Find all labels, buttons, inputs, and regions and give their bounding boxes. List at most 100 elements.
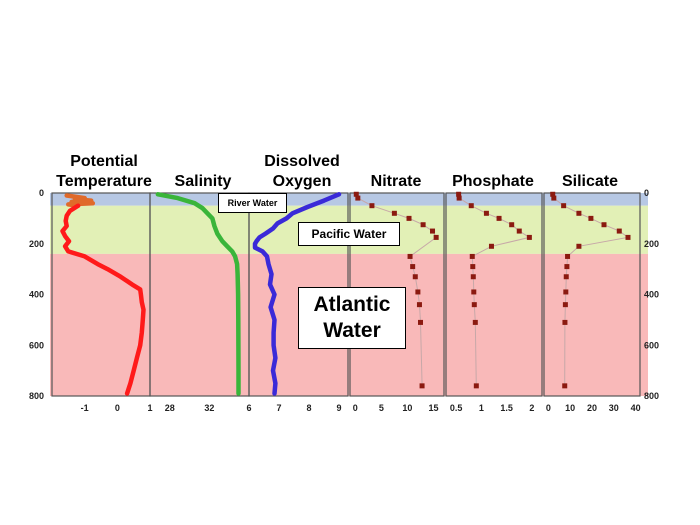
data-point-phosphate-8 (488, 243, 494, 249)
series-line-potential-temperature-1 (60, 203, 146, 396)
panel-title-salinity-line1: Salinity (175, 173, 232, 190)
xtick-nitrate-1: 5 (379, 403, 384, 413)
data-point-nitrate-11 (415, 289, 421, 295)
data-point-silicate-8 (576, 243, 582, 249)
data-point-phosphate-12 (471, 289, 477, 295)
data-point-nitrate-2 (369, 203, 375, 209)
panel-title-potential-temperature-line2: Temperature (56, 173, 152, 190)
xtick-phosphate-3: 2 (529, 403, 534, 413)
data-point-nitrate-14 (419, 383, 425, 389)
panel-title-silicate-line1: Silicate (562, 173, 618, 190)
data-point-silicate-12 (563, 289, 569, 295)
data-point-phosphate-13 (471, 302, 477, 308)
data-point-phosphate-0 (456, 191, 462, 197)
xtick-nitrate-0: 0 (353, 403, 358, 413)
data-point-silicate-15 (562, 383, 568, 389)
xtick-potential-temperature-0: -1 (81, 403, 89, 413)
panel-title-dissolved-oxygen-line1: Dissolved (264, 153, 340, 170)
data-point-nitrate-3 (391, 210, 397, 216)
panel-frame-silicate (543, 192, 641, 397)
panel-title-phosphate-line1: Phosphate (452, 173, 534, 190)
xtick-dissolved-oxygen-2: 8 (306, 403, 311, 413)
data-point-nitrate-0 (353, 191, 359, 197)
data-point-silicate-14 (562, 319, 568, 325)
panel-frame-phosphate (445, 192, 543, 397)
panel-titles: Potential Temperature Salinity Dissolved Oxy… (56, 153, 618, 190)
panel-frames (51, 192, 641, 397)
atlantic-water-label: Atlantic Water (298, 287, 406, 349)
xtick-potential-temperature-1: 0 (115, 403, 120, 413)
data-point-nitrate-7 (433, 234, 439, 240)
xtick-silicate-2: 20 (587, 403, 597, 413)
data-point-silicate-11 (563, 274, 569, 280)
x-tick-labels: -1 0 1 28 32 6 7 8 9 0 5 10 15 0.5 1 1.5 2 0 10 20 30 40 (81, 403, 641, 413)
data-point-silicate-5 (601, 222, 607, 228)
depth-tick-left-800: 800 (29, 391, 44, 401)
depth-tick-left-200: 200 (29, 239, 44, 249)
data-point-silicate-3 (576, 210, 582, 216)
data-point-phosphate-7 (526, 234, 532, 240)
xtick-silicate-4: 40 (631, 403, 641, 413)
depth-tick-right-400: 400 (644, 290, 659, 300)
depth-tick-right-0: 0 (644, 188, 649, 198)
depth-tick-left-0: 0 (39, 188, 44, 198)
panel-title-dissolved-oxygen-line2: Oxygen (273, 173, 332, 190)
xtick-salinity-0: 28 (165, 403, 175, 413)
data-point-silicate-4 (588, 215, 594, 221)
xtick-silicate-0: 0 (546, 403, 551, 413)
panel-title-potential-temperature-line1: Potential (70, 153, 138, 170)
data-point-nitrate-10 (412, 274, 418, 280)
data-point-nitrate-5 (420, 222, 426, 228)
data-point-phosphate-2 (468, 203, 474, 209)
data-point-silicate-2 (561, 203, 567, 209)
depth-tick-right-200: 200 (644, 239, 659, 249)
series-line-phosphate (458, 194, 531, 386)
xtick-phosphate-2: 1.5 (500, 403, 513, 413)
data-point-nitrate-13 (418, 319, 423, 325)
series-line-dissolved-oxygen-0 (252, 192, 342, 396)
data-point-nitrate-9 (410, 264, 416, 270)
xtick-nitrate-2: 10 (402, 403, 412, 413)
depth-tick-right-600: 600 (644, 340, 659, 350)
xtick-silicate-1: 10 (565, 403, 575, 413)
xtick-phosphate-0: 0.5 (450, 403, 463, 413)
data-point-phosphate-10 (470, 264, 476, 270)
data-point-phosphate-15 (473, 383, 479, 389)
data-point-nitrate-6 (430, 228, 436, 234)
data-point-nitrate-4 (406, 215, 412, 221)
panel-title-nitrate-line1: Nitrate (371, 173, 422, 190)
xtick-potential-temperature-2: 1 (147, 403, 152, 413)
xtick-silicate-3: 30 (609, 403, 619, 413)
data-point-silicate-6 (616, 228, 622, 234)
river-water-label: River Water (218, 193, 287, 213)
profile-series (60, 191, 631, 396)
data-point-silicate-0 (550, 191, 556, 197)
series-line-silicate (552, 194, 630, 386)
data-point-silicate-7 (625, 234, 631, 240)
depth-tick-left-400: 400 (29, 290, 44, 300)
data-point-phosphate-1 (456, 195, 462, 201)
data-point-silicate-1 (551, 195, 557, 201)
data-point-silicate-9 (565, 253, 571, 259)
xtick-dissolved-oxygen-3: 9 (336, 403, 341, 413)
pacific-water-label: Pacific Water (298, 222, 400, 246)
data-point-nitrate-12 (416, 302, 422, 308)
data-point-phosphate-5 (509, 222, 515, 228)
depth-tick-left-600: 600 (29, 340, 44, 350)
data-point-phosphate-11 (470, 274, 476, 280)
xtick-nitrate-3: 15 (429, 403, 439, 413)
depth-tick-right-800: 800 (644, 391, 659, 401)
xtick-dissolved-oxygen-0: 6 (246, 403, 251, 413)
series-line-potential-temperature-0 (64, 193, 96, 208)
data-point-phosphate-3 (483, 210, 489, 216)
xtick-phosphate-1: 1 (479, 403, 484, 413)
data-point-phosphate-6 (516, 228, 522, 234)
data-point-phosphate-9 (469, 253, 475, 259)
data-point-silicate-10 (564, 264, 570, 270)
data-point-nitrate-8 (407, 253, 413, 259)
band-river-water (50, 193, 648, 206)
data-point-silicate-13 (562, 302, 568, 308)
series-line-salinity-0 (155, 192, 241, 396)
data-point-phosphate-14 (472, 319, 478, 325)
